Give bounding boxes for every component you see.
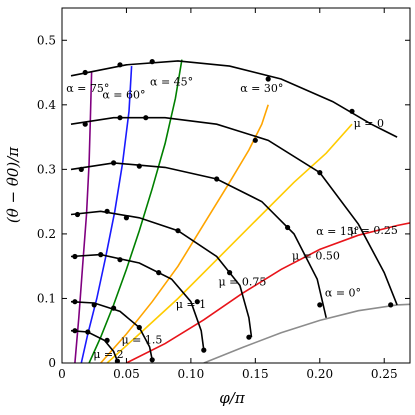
y-tick-label: 0.4 — [37, 98, 56, 112]
x-tick-label: 0.10 — [178, 367, 205, 381]
alpha-series-line-4 — [88, 59, 183, 363]
y-tick-label: 0.3 — [37, 162, 56, 176]
y-axis-title: (θ − θ0)/π — [4, 146, 22, 223]
grid-point-marker — [214, 176, 220, 182]
grid-point-marker — [265, 76, 271, 82]
grid-point-marker — [149, 59, 155, 65]
grid-point-marker — [85, 329, 91, 335]
y-tick-label: 0.1 — [37, 291, 56, 305]
grid-point-marker — [246, 334, 252, 340]
mu-series-label-6: μ = 2 — [93, 348, 123, 361]
mu-series-label-0: μ = 0 — [354, 117, 384, 130]
grid-point-marker — [72, 328, 78, 334]
grid-point-marker — [156, 270, 162, 276]
plot-frame — [61, 7, 411, 364]
grid-point-marker — [317, 170, 323, 176]
y-tick-label: 0.2 — [37, 227, 56, 241]
grid-point-marker — [317, 302, 323, 308]
grid-point-marker — [252, 137, 258, 143]
mu-series-label-5: μ = 1.5 — [121, 334, 162, 347]
alpha-series-label-0: α = 0° — [325, 287, 361, 300]
mu-series-label-4: μ = 1 — [176, 298, 206, 311]
mu-series-label-2: μ = 0.50 — [292, 250, 340, 263]
grid-point-marker — [117, 62, 123, 68]
alpha-series-label-1: α = 15° — [316, 225, 359, 238]
x-axis-title: φ/π — [219, 389, 246, 407]
x-tick-label: 0.20 — [306, 367, 333, 381]
grid-point-marker — [175, 228, 181, 234]
grid-point-marker — [136, 163, 142, 169]
grid-point-marker — [201, 347, 207, 353]
grid-point-marker — [388, 302, 394, 308]
grid-point-marker — [82, 69, 88, 76]
plot-series-group: α = 0° α = 15° α = 30° α = 45° α = 60°α = 75… — [66, 59, 410, 363]
alpha-series-line-2 — [106, 123, 353, 363]
grid-point-marker — [111, 160, 117, 166]
grid-point-marker — [117, 257, 123, 263]
alpha-series-label-5: α = 60° — [102, 88, 145, 101]
grid-point-marker — [72, 299, 78, 305]
x-tick-label: 0.15 — [242, 367, 269, 381]
x-tick-label: 0 — [58, 367, 66, 381]
grid-point-marker — [104, 337, 110, 343]
x-tick-label: 0.05 — [113, 367, 140, 381]
mu-series-line-2 — [70, 162, 327, 318]
grid-point-marker — [117, 115, 123, 121]
y-tick-label: 0 — [48, 356, 56, 370]
grid-point-marker — [111, 305, 117, 311]
x-tick-label: 0.25 — [371, 367, 398, 381]
grid-point-marker — [136, 324, 142, 331]
grid-point-marker — [104, 208, 110, 214]
grid-point-marker — [194, 299, 200, 305]
grid-point-marker — [227, 270, 233, 276]
grid-point-marker — [349, 108, 355, 114]
grid-point-marker — [78, 166, 84, 172]
grid-point-marker — [91, 302, 97, 308]
y-tick-label: 0.5 — [37, 33, 56, 47]
mu-series-line-1 — [70, 116, 398, 306]
grid-point-marker — [72, 253, 78, 260]
grid-point-marker — [285, 224, 291, 231]
mu-series-label-3: μ = 0.75 — [218, 276, 266, 289]
alpha-series-line-5 — [80, 66, 133, 363]
grid-point-marker — [143, 115, 149, 121]
mu-series-line-5 — [70, 300, 153, 360]
grid-point-marker — [98, 252, 104, 258]
grid-point-marker — [149, 357, 155, 363]
grid-point-marker — [123, 215, 129, 221]
alpha-series-label-3: α = 30° — [240, 82, 283, 95]
axis-ticks-group: 0 0.05 0.10 0.15 0.20 0.25 0 0.1 0.2 0.3 0.4 0.5 — [37, 8, 410, 381]
mu-series-line-0 — [70, 60, 398, 138]
alpha-series-line-6 — [74, 72, 93, 363]
grid-point-marker — [82, 121, 88, 127]
alpha-series-line-1 — [126, 222, 410, 363]
alpha-series-label-6: α = 75° — [66, 82, 109, 95]
grid-point-marker — [74, 211, 81, 218]
mu-series-label-1: μ = 0.25 — [350, 224, 398, 237]
alpha-series-label-4: α = 45° — [150, 76, 193, 89]
grid-point-marker — [114, 358, 120, 363]
